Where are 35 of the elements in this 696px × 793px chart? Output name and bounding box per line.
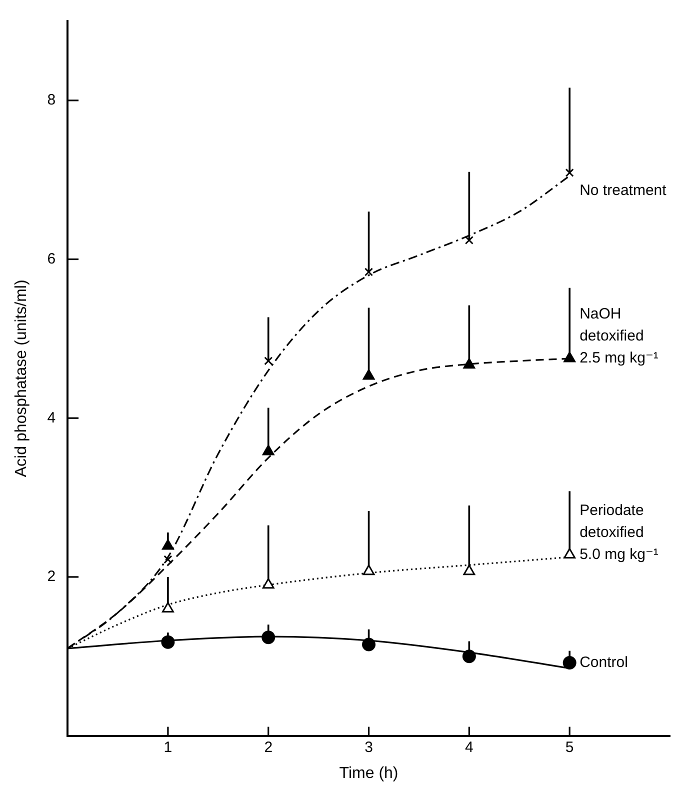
point [464, 236, 474, 244]
y-tick-label: 6 [47, 250, 56, 268]
series-label: NaOH detoxified 2.5 mg kg⁻¹ [580, 306, 658, 367]
point [362, 564, 375, 576]
point [564, 548, 576, 558]
y-tick-label: 2 [47, 568, 56, 586]
series-label: Periodate detoxified 5.0 mg kg⁻¹ [580, 502, 658, 563]
x-tick-label: 1 [164, 738, 172, 756]
x-tick-label: 4 [465, 738, 474, 756]
y-tick-label: 4 [47, 409, 56, 426]
x-tick-label: 5 [565, 738, 574, 756]
point [362, 638, 376, 652]
point [262, 444, 274, 456]
x-axis-title: Time (h) [339, 764, 398, 782]
point [463, 358, 476, 369]
point [562, 656, 576, 670]
x-tick-label: 3 [364, 738, 373, 756]
point [463, 564, 476, 576]
point [462, 650, 476, 664]
point [164, 555, 172, 564]
point [364, 268, 374, 276]
point [161, 635, 175, 649]
x-tick-label: 2 [264, 738, 273, 756]
series-label: Control [580, 654, 628, 671]
point [565, 168, 574, 177]
point [564, 352, 576, 362]
point [264, 356, 273, 366]
point [162, 539, 174, 550]
y-tick-label: 8 [47, 92, 56, 109]
point [162, 602, 174, 612]
point [362, 369, 375, 380]
point [262, 578, 274, 589]
y-axis-title: Acid phosphatase (units/ml) [13, 280, 30, 478]
point [262, 630, 276, 644]
series-label: No treatment [580, 182, 668, 199]
